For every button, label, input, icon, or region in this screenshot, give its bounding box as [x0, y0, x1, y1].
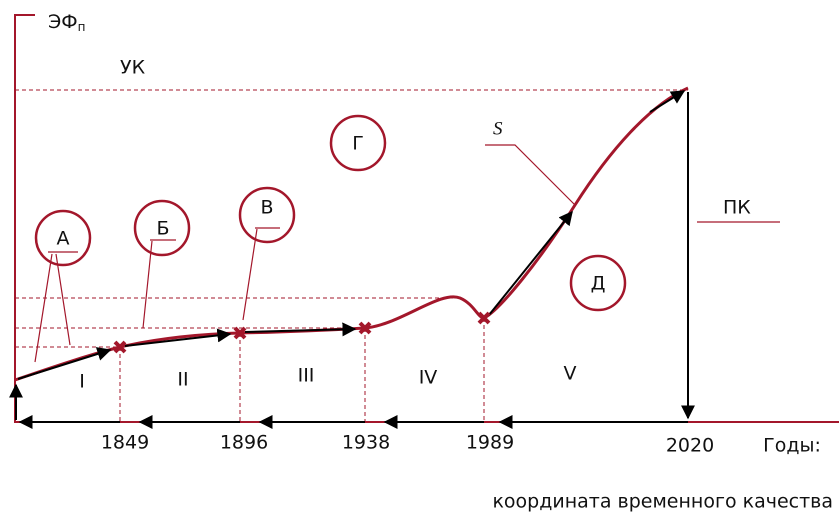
curve-arrows [17, 90, 695, 420]
stage-letter: Б [156, 218, 169, 240]
leaders [34, 144, 780, 363]
y-axis-label: ЭФп [48, 11, 85, 34]
stage-numeral: V [564, 363, 577, 385]
stage-numeral: II [177, 369, 188, 391]
stage-letter: В [260, 197, 273, 219]
stage-numeral: I [79, 371, 85, 393]
zone-label: Г [352, 133, 364, 155]
x-axis-label: Годы: [763, 435, 821, 457]
curve-label: S [493, 118, 503, 139]
year: 1849 [101, 432, 149, 454]
year: 1938 [342, 432, 390, 454]
stage-points [113, 311, 491, 354]
year: 1896 [220, 432, 268, 454]
s-curve [14, 86, 689, 382]
zone-label: Д [591, 273, 606, 295]
year: 2020 [666, 435, 714, 457]
stage-numeral: III [298, 365, 315, 387]
stage-numeral: IV [419, 367, 438, 389]
guides [15, 89, 688, 422]
level-height: ПК [723, 197, 751, 219]
label-circles [34, 114, 627, 312]
stage-letter: А [57, 228, 70, 250]
axis-arrows [9, 383, 688, 429]
year: 1989 [466, 432, 514, 454]
x-axis-caption: координата временного качества [492, 491, 833, 513]
level-top: УК [120, 57, 146, 79]
